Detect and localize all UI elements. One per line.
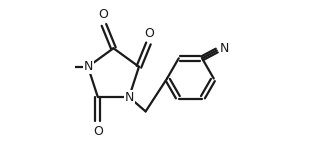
Text: O: O bbox=[93, 125, 103, 138]
Text: N: N bbox=[84, 60, 93, 73]
Text: O: O bbox=[98, 8, 108, 21]
Text: N: N bbox=[219, 42, 229, 55]
Text: O: O bbox=[144, 27, 154, 40]
Text: N: N bbox=[125, 91, 134, 104]
